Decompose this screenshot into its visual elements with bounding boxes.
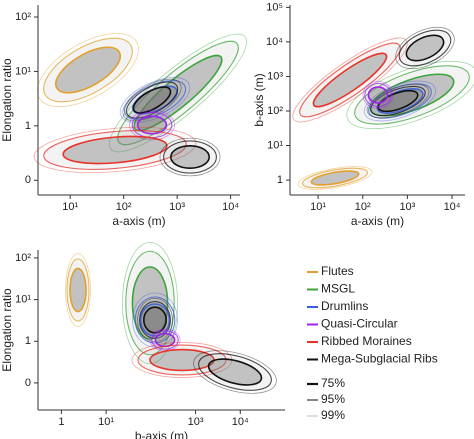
x-tick-label: 10¹ — [310, 201, 326, 213]
contour-99 — [363, 80, 437, 122]
contour-95 — [398, 29, 452, 67]
y-axis-label: Elongation ratio — [0, 58, 14, 142]
contour-99 — [132, 292, 178, 348]
contour-75 — [207, 358, 263, 386]
y-tick-label: 0 — [25, 377, 31, 389]
contour-99 — [65, 253, 91, 327]
contour-95 — [43, 130, 187, 170]
x-tick-label: 10³ — [188, 416, 204, 428]
y-tick-label: 10⁴ — [266, 36, 283, 48]
contour-95 — [299, 42, 401, 118]
contour-99 — [366, 83, 430, 119]
y-tick-label: 10¹ — [15, 65, 31, 77]
x-tick-label: 10⁴ — [232, 416, 249, 428]
contour-75 — [139, 303, 171, 337]
y-tick-label: 10¹ — [267, 139, 283, 151]
contour-95 — [117, 40, 239, 146]
contour-99 — [193, 350, 277, 394]
contour-75 — [310, 170, 360, 186]
legend-label: Ribbed Moraines — [321, 334, 412, 348]
x-tick-label: 10² — [116, 201, 132, 213]
contour-99 — [37, 33, 139, 107]
x-tick-label: 10³ — [399, 201, 415, 213]
plot: 1 10¹ 10³ 10⁴ 0 1 10¹ 10² b-axis (m) Elongation r… — [0, 241, 285, 439]
y-tick-label: 10³ — [267, 70, 283, 82]
y-tick-label: 10² — [267, 105, 283, 117]
x-axis-label: a-axis (m) — [112, 214, 165, 228]
y-tick-label: 10² — [15, 252, 31, 264]
contour-75 — [405, 34, 445, 62]
contour-95 — [125, 81, 179, 119]
y-axis-label: b-axis (m) — [252, 73, 266, 126]
y-tick-label: 1 — [25, 335, 31, 347]
contour-95 — [43, 37, 133, 103]
contour-75 — [132, 86, 172, 114]
contour-95 — [301, 167, 369, 189]
contour-95 — [370, 85, 426, 117]
y-tick-label: 1 — [277, 174, 283, 186]
contour-75 — [143, 306, 168, 334]
x-tick-label: 10¹ — [98, 416, 114, 428]
x-axis-label: b-axis (m) — [135, 429, 188, 439]
contour-95 — [198, 353, 272, 391]
contour-75 — [170, 145, 211, 170]
contour-99 — [129, 109, 175, 141]
legend-level-label: 99% — [321, 408, 345, 422]
contour-99 — [108, 33, 248, 153]
x-axis-label: a-axis (m) — [351, 214, 404, 228]
contour-75 — [376, 88, 424, 114]
legend-label: Drumlins — [321, 299, 368, 313]
y-axis-label: Elongation ratio — [0, 288, 14, 372]
contour-75 — [377, 89, 419, 113]
contour-99 — [119, 77, 191, 123]
y-tick-label: 10⁵ — [266, 1, 283, 13]
contour-75 — [69, 267, 87, 313]
contour-99 — [346, 60, 474, 130]
y-tick-label: 1 — [25, 120, 31, 132]
contour-95 — [354, 65, 470, 125]
plot: 10¹ 10² 10³ 10⁴ 1 10¹ 10² 10³ 10⁴ 10⁵ a-axis (m) b-… — [252, 1, 474, 228]
legend-label: MSGL — [321, 282, 355, 296]
contour-99 — [122, 241, 178, 365]
x-tick-label: 10² — [355, 201, 371, 213]
contour-75 — [62, 135, 168, 165]
legend: Flutes MSGL Drumlins Quasi-Circular Ribbed M… — [307, 264, 438, 422]
contour-75 — [312, 52, 388, 108]
x-tick-label: 10⁴ — [222, 201, 239, 213]
contour-75 — [136, 115, 168, 135]
contour-99 — [292, 37, 408, 123]
contour-75 — [367, 86, 389, 104]
legend-label: Mega-Subglacial Ribs — [321, 352, 438, 366]
contour-75 — [55, 46, 121, 94]
x-tick-label: 10³ — [169, 201, 185, 213]
contour-99 — [297, 166, 373, 190]
legend-level-label: 95% — [321, 392, 345, 406]
contour-99 — [159, 137, 221, 177]
x-tick-label: 10¹ — [62, 201, 78, 213]
legend-level-label: 75% — [321, 376, 345, 390]
legend-label: Flutes — [321, 264, 354, 278]
contour-99 — [395, 26, 455, 70]
contour-99 — [362, 81, 394, 109]
x-tick-label: 1 — [58, 416, 64, 428]
contour-99 — [33, 126, 197, 174]
legend-label: Quasi-Circular — [321, 317, 398, 331]
y-tick-label: 10² — [15, 11, 31, 23]
y-tick-label: 0 — [25, 174, 31, 186]
x-tick-label: 10⁴ — [444, 201, 461, 213]
y-tick-label: 10¹ — [15, 293, 31, 305]
